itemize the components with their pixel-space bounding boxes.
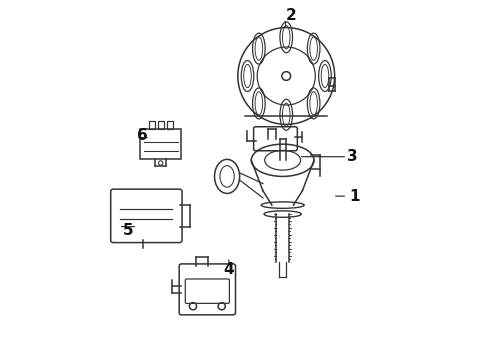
Text: 1: 1 (349, 189, 360, 204)
Text: 6: 6 (137, 128, 148, 143)
Text: 4: 4 (223, 262, 234, 277)
Bar (167, 121, 172, 129)
Text: 5: 5 (123, 223, 134, 238)
Bar (158, 121, 164, 129)
Text: 2: 2 (286, 8, 296, 23)
Bar (140, 129, 181, 159)
Bar (149, 121, 155, 129)
Text: 3: 3 (347, 149, 358, 164)
